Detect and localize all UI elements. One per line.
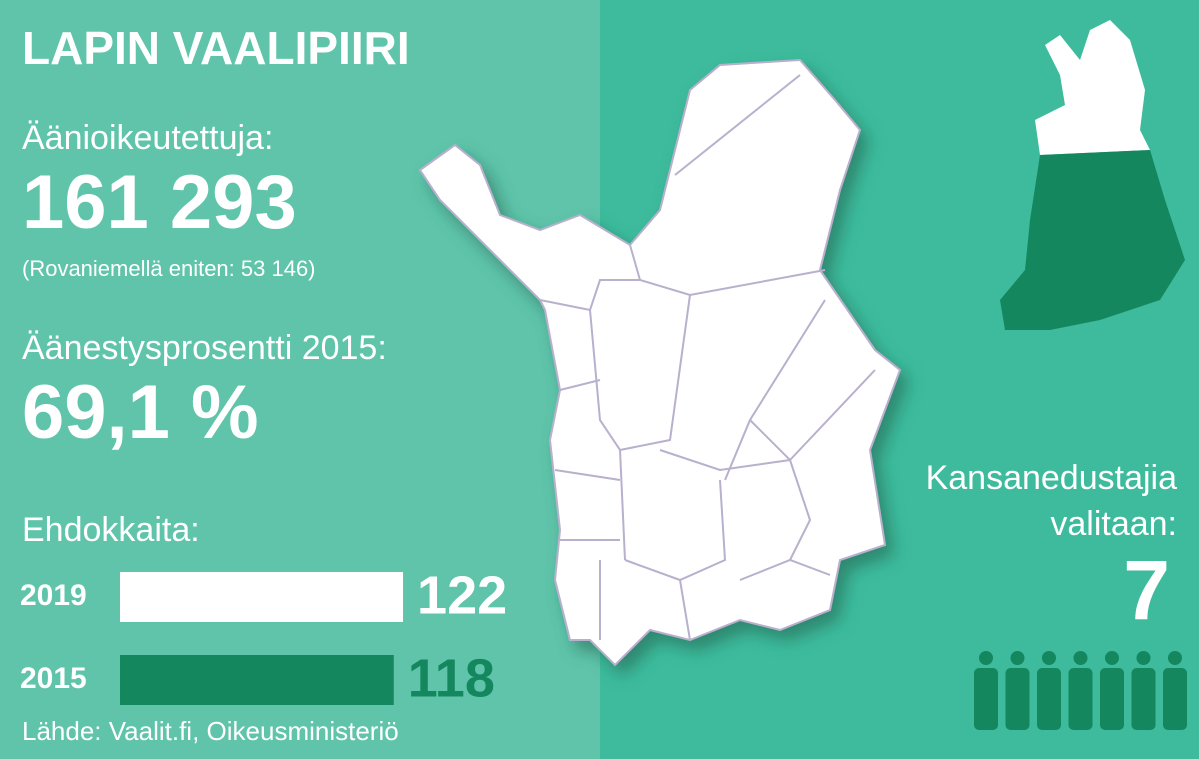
person-head xyxy=(979,651,993,665)
turnout-label: Äänestysprosentti 2015: xyxy=(22,329,387,367)
bar xyxy=(120,572,404,622)
turnout-value: 69,1 % xyxy=(22,370,259,455)
person-head xyxy=(1136,651,1151,665)
person-head xyxy=(1073,651,1088,665)
title: LAPIN VAALIPIIRI xyxy=(22,22,410,74)
year-label: 2015 xyxy=(20,662,87,695)
person-body xyxy=(1163,668,1187,730)
person-body xyxy=(1100,668,1124,730)
seats-label: Kansanedustajia valitaan: xyxy=(925,459,1177,543)
person-head xyxy=(1042,651,1056,665)
municipality-borders xyxy=(539,74,876,641)
value-label: 118 xyxy=(408,648,495,708)
candidates-label: Ehdokkaita: xyxy=(22,511,200,549)
person-head xyxy=(1105,651,1119,665)
finland-map xyxy=(1000,20,1185,330)
eligible-note: (Rovaniemellä eniten: 53 146) xyxy=(22,256,316,281)
eligible-label: Äänioikeutettuja: xyxy=(22,119,273,157)
value-label: 122 xyxy=(417,565,507,625)
seats-value: 7 xyxy=(1123,543,1170,637)
person-body xyxy=(974,668,998,730)
left-panel xyxy=(0,0,600,759)
person-body xyxy=(1131,668,1156,730)
person-body xyxy=(1005,668,1030,730)
person-head xyxy=(1010,651,1025,665)
year-label: 2019 xyxy=(20,579,87,612)
lapland-map xyxy=(418,58,902,667)
eligible-value: 161 293 xyxy=(22,160,297,245)
source: Lähde: Vaalit.fi, Oikeusministeriö xyxy=(22,716,399,746)
person-body xyxy=(1037,668,1061,730)
person-body xyxy=(1068,668,1093,730)
person-head xyxy=(1168,651,1182,665)
bar xyxy=(120,655,394,705)
